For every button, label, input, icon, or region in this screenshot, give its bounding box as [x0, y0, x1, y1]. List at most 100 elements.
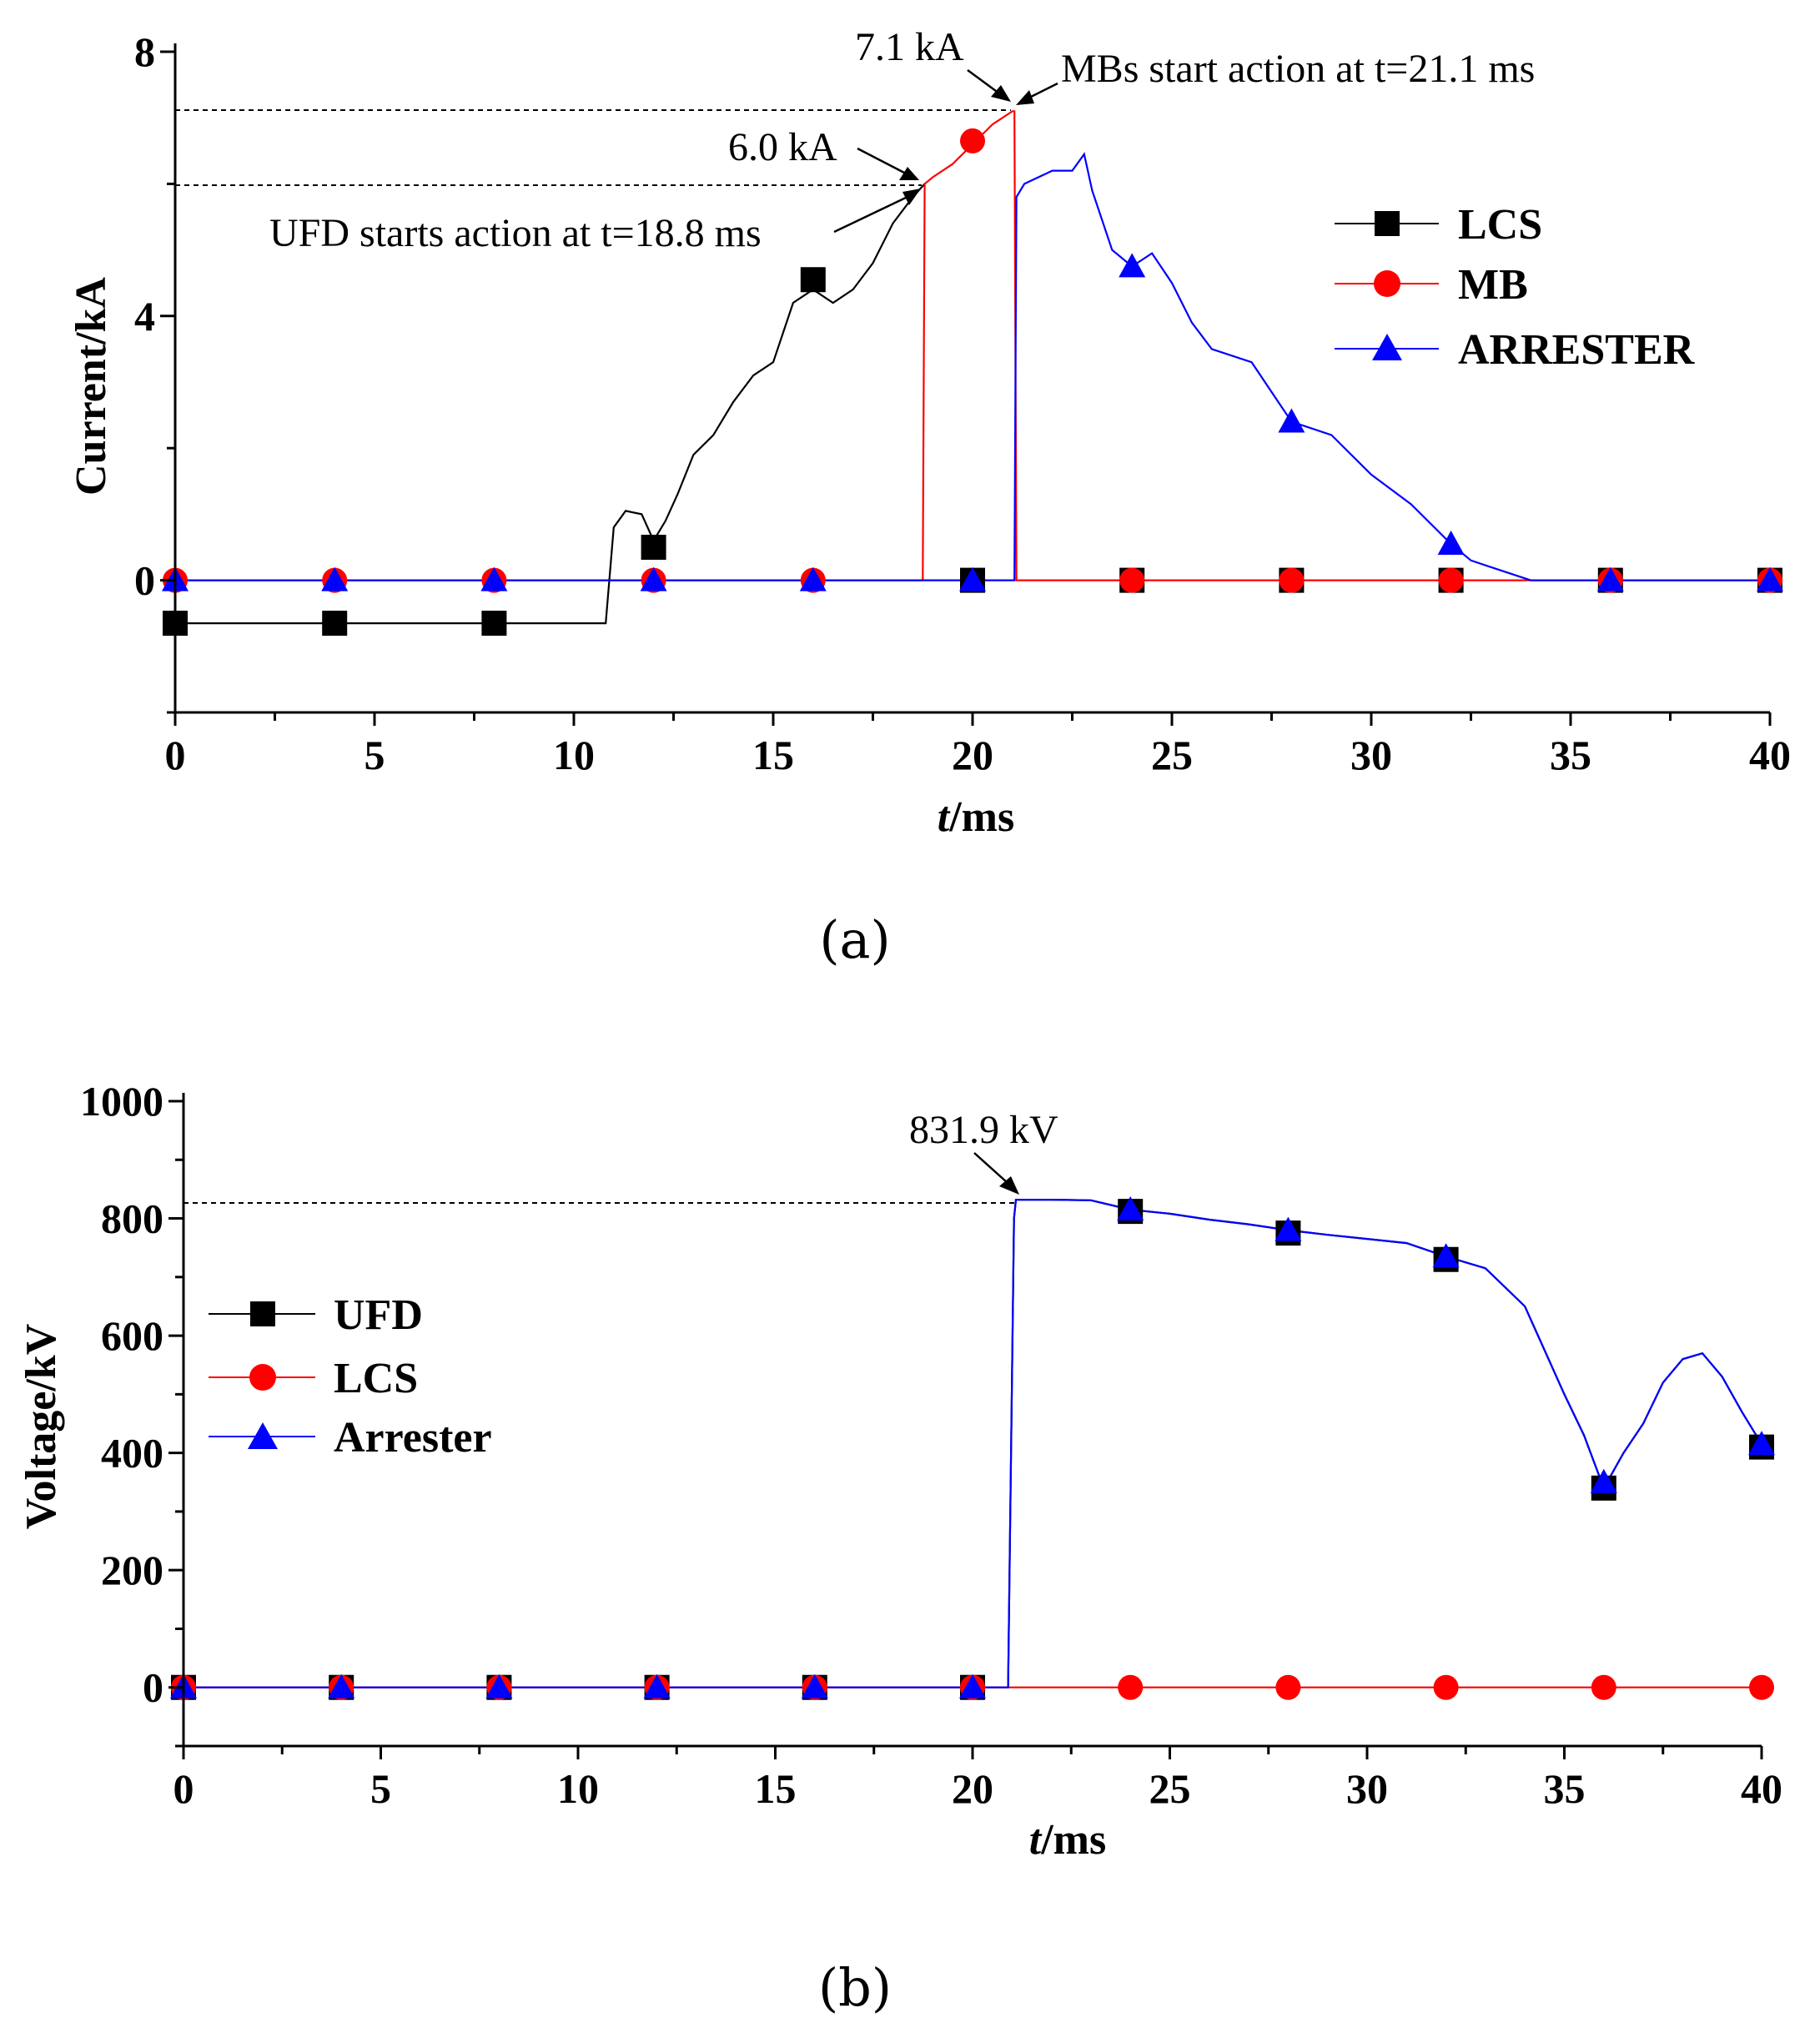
x-tick-label: 15: [752, 732, 794, 778]
marker-lcs: [1749, 1674, 1774, 1700]
y-tick-label: 800: [101, 1195, 163, 1242]
annotation-6-0ka-label: 6.0 kA: [728, 125, 837, 169]
marker-lcs: [1118, 1674, 1144, 1700]
x-tick-label: 35: [1544, 1765, 1586, 1812]
marker-arrester: [1278, 408, 1305, 433]
x-tick-label: 10: [557, 1765, 599, 1812]
legend-marker-circle: [249, 1364, 276, 1391]
legend-item-lcs: LCS: [1335, 201, 1542, 249]
panel-a-label: (a): [819, 909, 890, 970]
legend-item-ufd: UFD: [209, 1291, 423, 1339]
legend-item-arrester: ARRESTER: [1335, 326, 1696, 374]
legend-item-lcs: LCS: [209, 1355, 418, 1402]
annotation-831-9kv-arrowhead: [999, 1176, 1019, 1195]
panel-a-legend: LCS MB ARRESTER: [1335, 201, 1696, 374]
marker-arrester: [1596, 566, 1624, 591]
legend-label-lcs: LCS: [1458, 201, 1542, 249]
marker-lcs: [641, 535, 666, 560]
marker-mb: [960, 128, 985, 153]
legend-marker-square: [250, 1301, 275, 1326]
marker-arrester: [485, 1673, 513, 1698]
annotation-ufd-action-label: UFD starts action at t=18.8 ms: [269, 211, 762, 255]
marker-arrester: [1432, 1243, 1460, 1268]
marker-lcs: [481, 611, 507, 637]
legend-marker-circle: [1374, 270, 1400, 297]
legend-item-mb: MB: [1335, 261, 1528, 309]
marker-lcs: [322, 611, 348, 637]
annotation-ufd-action-arrow: [833, 195, 908, 234]
y-tick-label: 200: [101, 1547, 163, 1593]
x-tick-label: 25: [1151, 732, 1193, 778]
legend-label-ufd: UFD: [334, 1291, 423, 1339]
legend-label-mb: MB: [1458, 261, 1528, 309]
x-tick-label: 5: [365, 732, 385, 778]
y-tick-label: 600: [101, 1312, 163, 1359]
series-line-arrester: [184, 1199, 1762, 1688]
panel-a-annotations: 7.1 kA MBs start action at t=21.1 ms 6.0…: [175, 25, 1535, 255]
marker-arrester: [1119, 253, 1146, 278]
panel-a-x-axis-title: t/ms: [938, 793, 1014, 841]
legend-marker-triangle: [248, 1422, 278, 1449]
x-tick-label: 35: [1550, 732, 1591, 778]
marker-arrester: [959, 1673, 986, 1698]
series-line-lcs: [175, 183, 926, 625]
marker-arrester: [480, 566, 508, 591]
marker-arrester: [1275, 1216, 1302, 1241]
marker-lcs: [1591, 1674, 1616, 1700]
panel-a: 0 5 10 15 20 25 30 35 40 0 4 8 Current/kA t/ms 7.1 …: [68, 25, 1791, 970]
panel-b-x-axis-title: t/ms: [1029, 1816, 1106, 1864]
x-tick-label: 0: [173, 1765, 194, 1812]
marker-mb: [1279, 567, 1305, 593]
series-line-arrester: [175, 152, 1770, 581]
marker-lcs: [1275, 1674, 1301, 1700]
y-tick-label: 0: [134, 557, 155, 604]
annotation-831-9kv-label: 831.9 kV: [909, 1108, 1058, 1152]
y-tick-label: 4: [134, 293, 155, 340]
x-tick-label: 30: [1346, 1765, 1388, 1812]
legend-label-arrester: Arrester: [334, 1414, 492, 1462]
annotation-7-1ka-arrowhead: [991, 85, 1011, 102]
annotation-831-9kv-arrow: [973, 1152, 1008, 1184]
x-tick-label: 5: [370, 1765, 391, 1812]
marker-arrester: [643, 1673, 671, 1698]
x-tick-label: 30: [1350, 732, 1392, 778]
x-tick-label: 20: [952, 1765, 993, 1812]
legend-item-arrester: Arrester: [209, 1414, 492, 1462]
legend-marker-square: [1375, 211, 1400, 236]
annotation-mb-action-arrow: [1027, 82, 1058, 100]
marker-arrester: [321, 566, 349, 591]
marker-mb: [1438, 567, 1464, 593]
marker-arrester: [1117, 1196, 1144, 1221]
panel-b-legend: UFD LCS Arrester: [209, 1291, 492, 1462]
legend-label-lcs: LCS: [334, 1355, 418, 1402]
marker-lcs: [800, 267, 826, 293]
annotation-mb-action-arrowhead: [1016, 90, 1034, 105]
x-tick-label: 25: [1149, 1765, 1191, 1812]
panel-b-y-axis-title: Voltage/kV: [18, 1324, 65, 1530]
x-tick-label: 10: [553, 732, 595, 778]
x-tick-label: 0: [165, 732, 186, 778]
y-tick-label: 400: [101, 1430, 163, 1477]
panel-b-label: (b): [818, 1957, 892, 2018]
legend-marker-triangle: [1372, 334, 1402, 360]
marker-arrester: [1590, 1468, 1617, 1493]
x-tick-label: 20: [952, 732, 993, 778]
panel-a-y-axis-title: Current/kA: [68, 277, 115, 496]
y-tick-label: 1000: [80, 1078, 163, 1125]
marker-mb: [1119, 567, 1145, 593]
panel-a-plot-area: [162, 110, 1783, 637]
annotation-7-1ka-label: 7.1 kA: [855, 25, 964, 69]
annotation-7-1ka-arrow: [967, 68, 1000, 95]
marker-arrester: [1437, 531, 1465, 556]
marker-arrester: [799, 566, 827, 591]
marker-arrester: [1748, 1431, 1775, 1456]
marker-arrester: [959, 566, 986, 591]
marker-arrester: [801, 1673, 828, 1698]
marker-arrester: [640, 566, 667, 591]
annotation-6-0ka-arrowhead: [899, 167, 919, 180]
panel-a-ticks: 0 5 10 15 20 25 30 35 40 0 4 8: [134, 28, 1791, 778]
y-tick-label: 8: [134, 28, 155, 75]
annotation-6-0ka-arrow: [857, 147, 907, 175]
